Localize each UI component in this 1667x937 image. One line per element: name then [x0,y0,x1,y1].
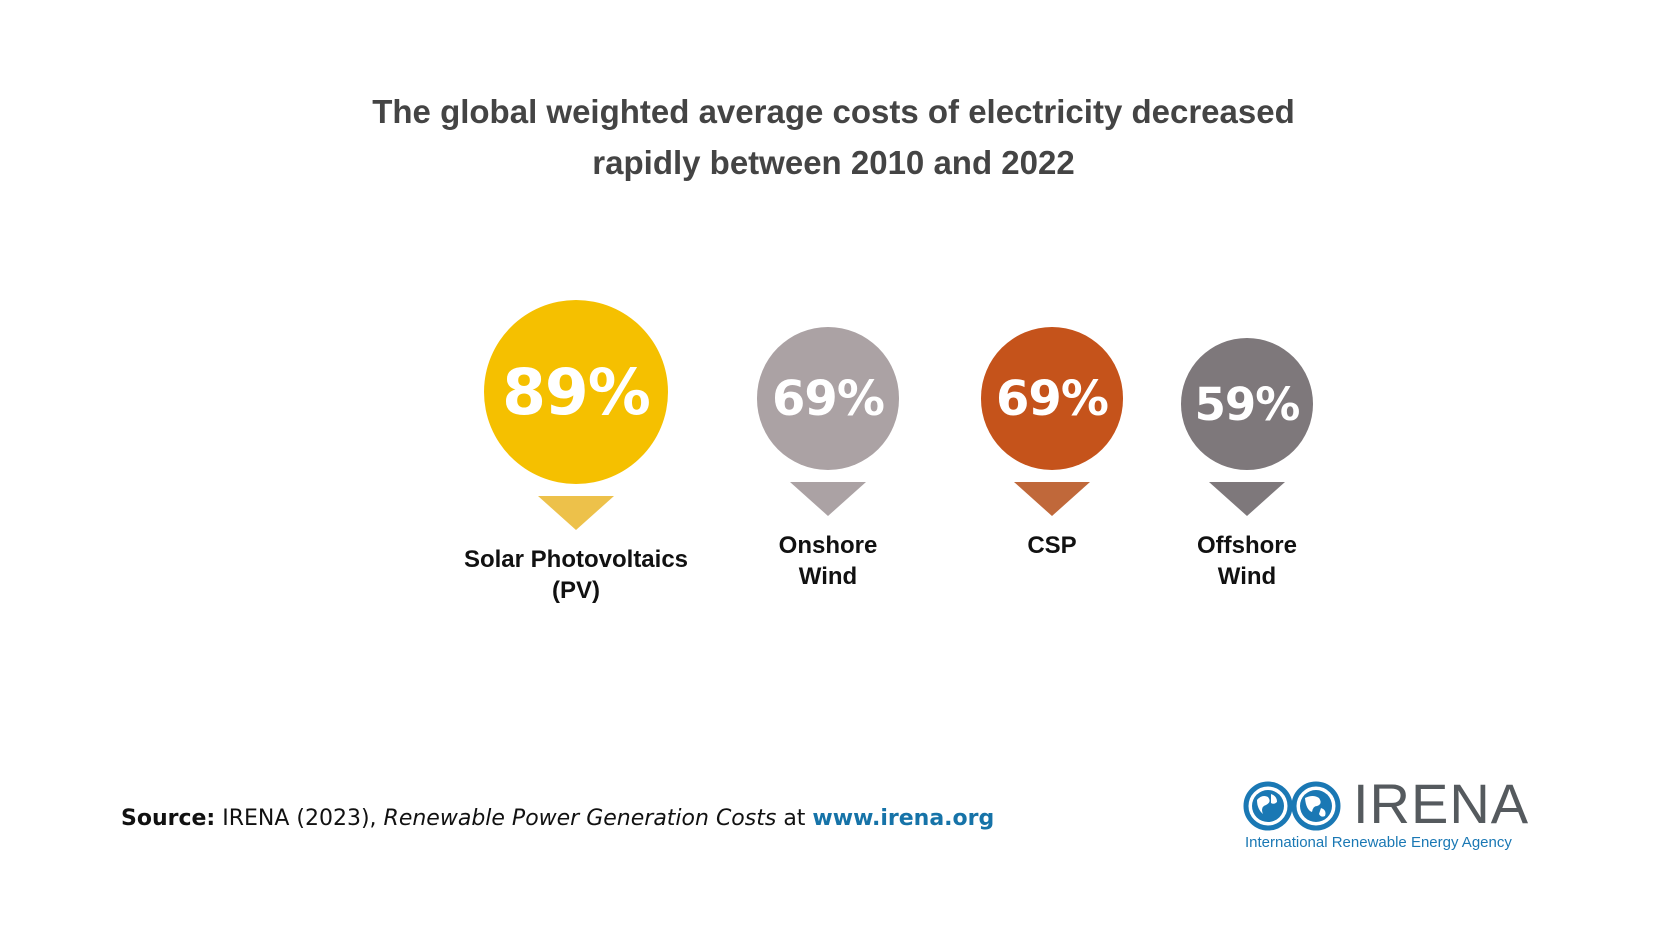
category-label-0-line-0: Solar Photovoltaics [463,546,689,573]
bubble-0: 89% [484,300,668,484]
category-label-0-line-1: (PV) [552,577,600,604]
category-label-3-line-1: Wind [1217,563,1277,590]
bubble-pointer-2 [1014,482,1090,516]
source-publication: Renewable Power Generation Costs [383,806,777,831]
value-label-1: 69% [772,370,885,427]
category-label-1-line-1: Wind [798,563,858,590]
category-label-3: Offshore Wind [1107,530,1387,592]
source-text-1: IRENA (2023), [215,806,384,831]
chart-title-line-2: rapidly between 2010 and 2022 [592,144,1075,181]
value-label-3: 59% [1194,377,1301,431]
irena-logo: IRENA International Renewable Energy Age… [1243,774,1528,858]
category-label-1-line-0: Onshore [778,532,878,559]
chart-title: The global weighted average costs of ele… [0,86,1667,188]
category-label-1: Onshore Wind [688,530,968,592]
category-label-0: Solar Photovoltaics (PV) [436,544,716,606]
chart-title-line-1: The global weighted average costs of ele… [372,93,1295,130]
value-label-0: 89% [502,355,651,429]
category-label-3-line-0: Offshore [1196,532,1297,559]
value-label-2: 69% [996,370,1109,427]
bubble-pointer-3 [1209,482,1285,516]
logo-wordmark: IRENA [1353,772,1530,835]
bubble-pointer-0 [538,496,614,530]
bubble-3: 59% [1181,338,1313,470]
bubble-2: 69% [980,327,1124,470]
category-label-2: CSP [912,530,1192,561]
source-note: Source: IRENA (2023), Renewable Power Ge… [121,806,994,831]
category-label-2-line-0: CSP [1027,532,1077,559]
source-key: Source: [121,806,216,831]
source-url-link[interactable]: www.irena.org [812,806,995,831]
logo-tagline: International Renewable Energy Agency [1245,834,1512,851]
bubble-1: 69% [756,327,900,470]
bubble-pointer-1 [790,482,866,516]
source-text-2: at [776,806,813,831]
globe-infinity-icon [1243,781,1341,831]
